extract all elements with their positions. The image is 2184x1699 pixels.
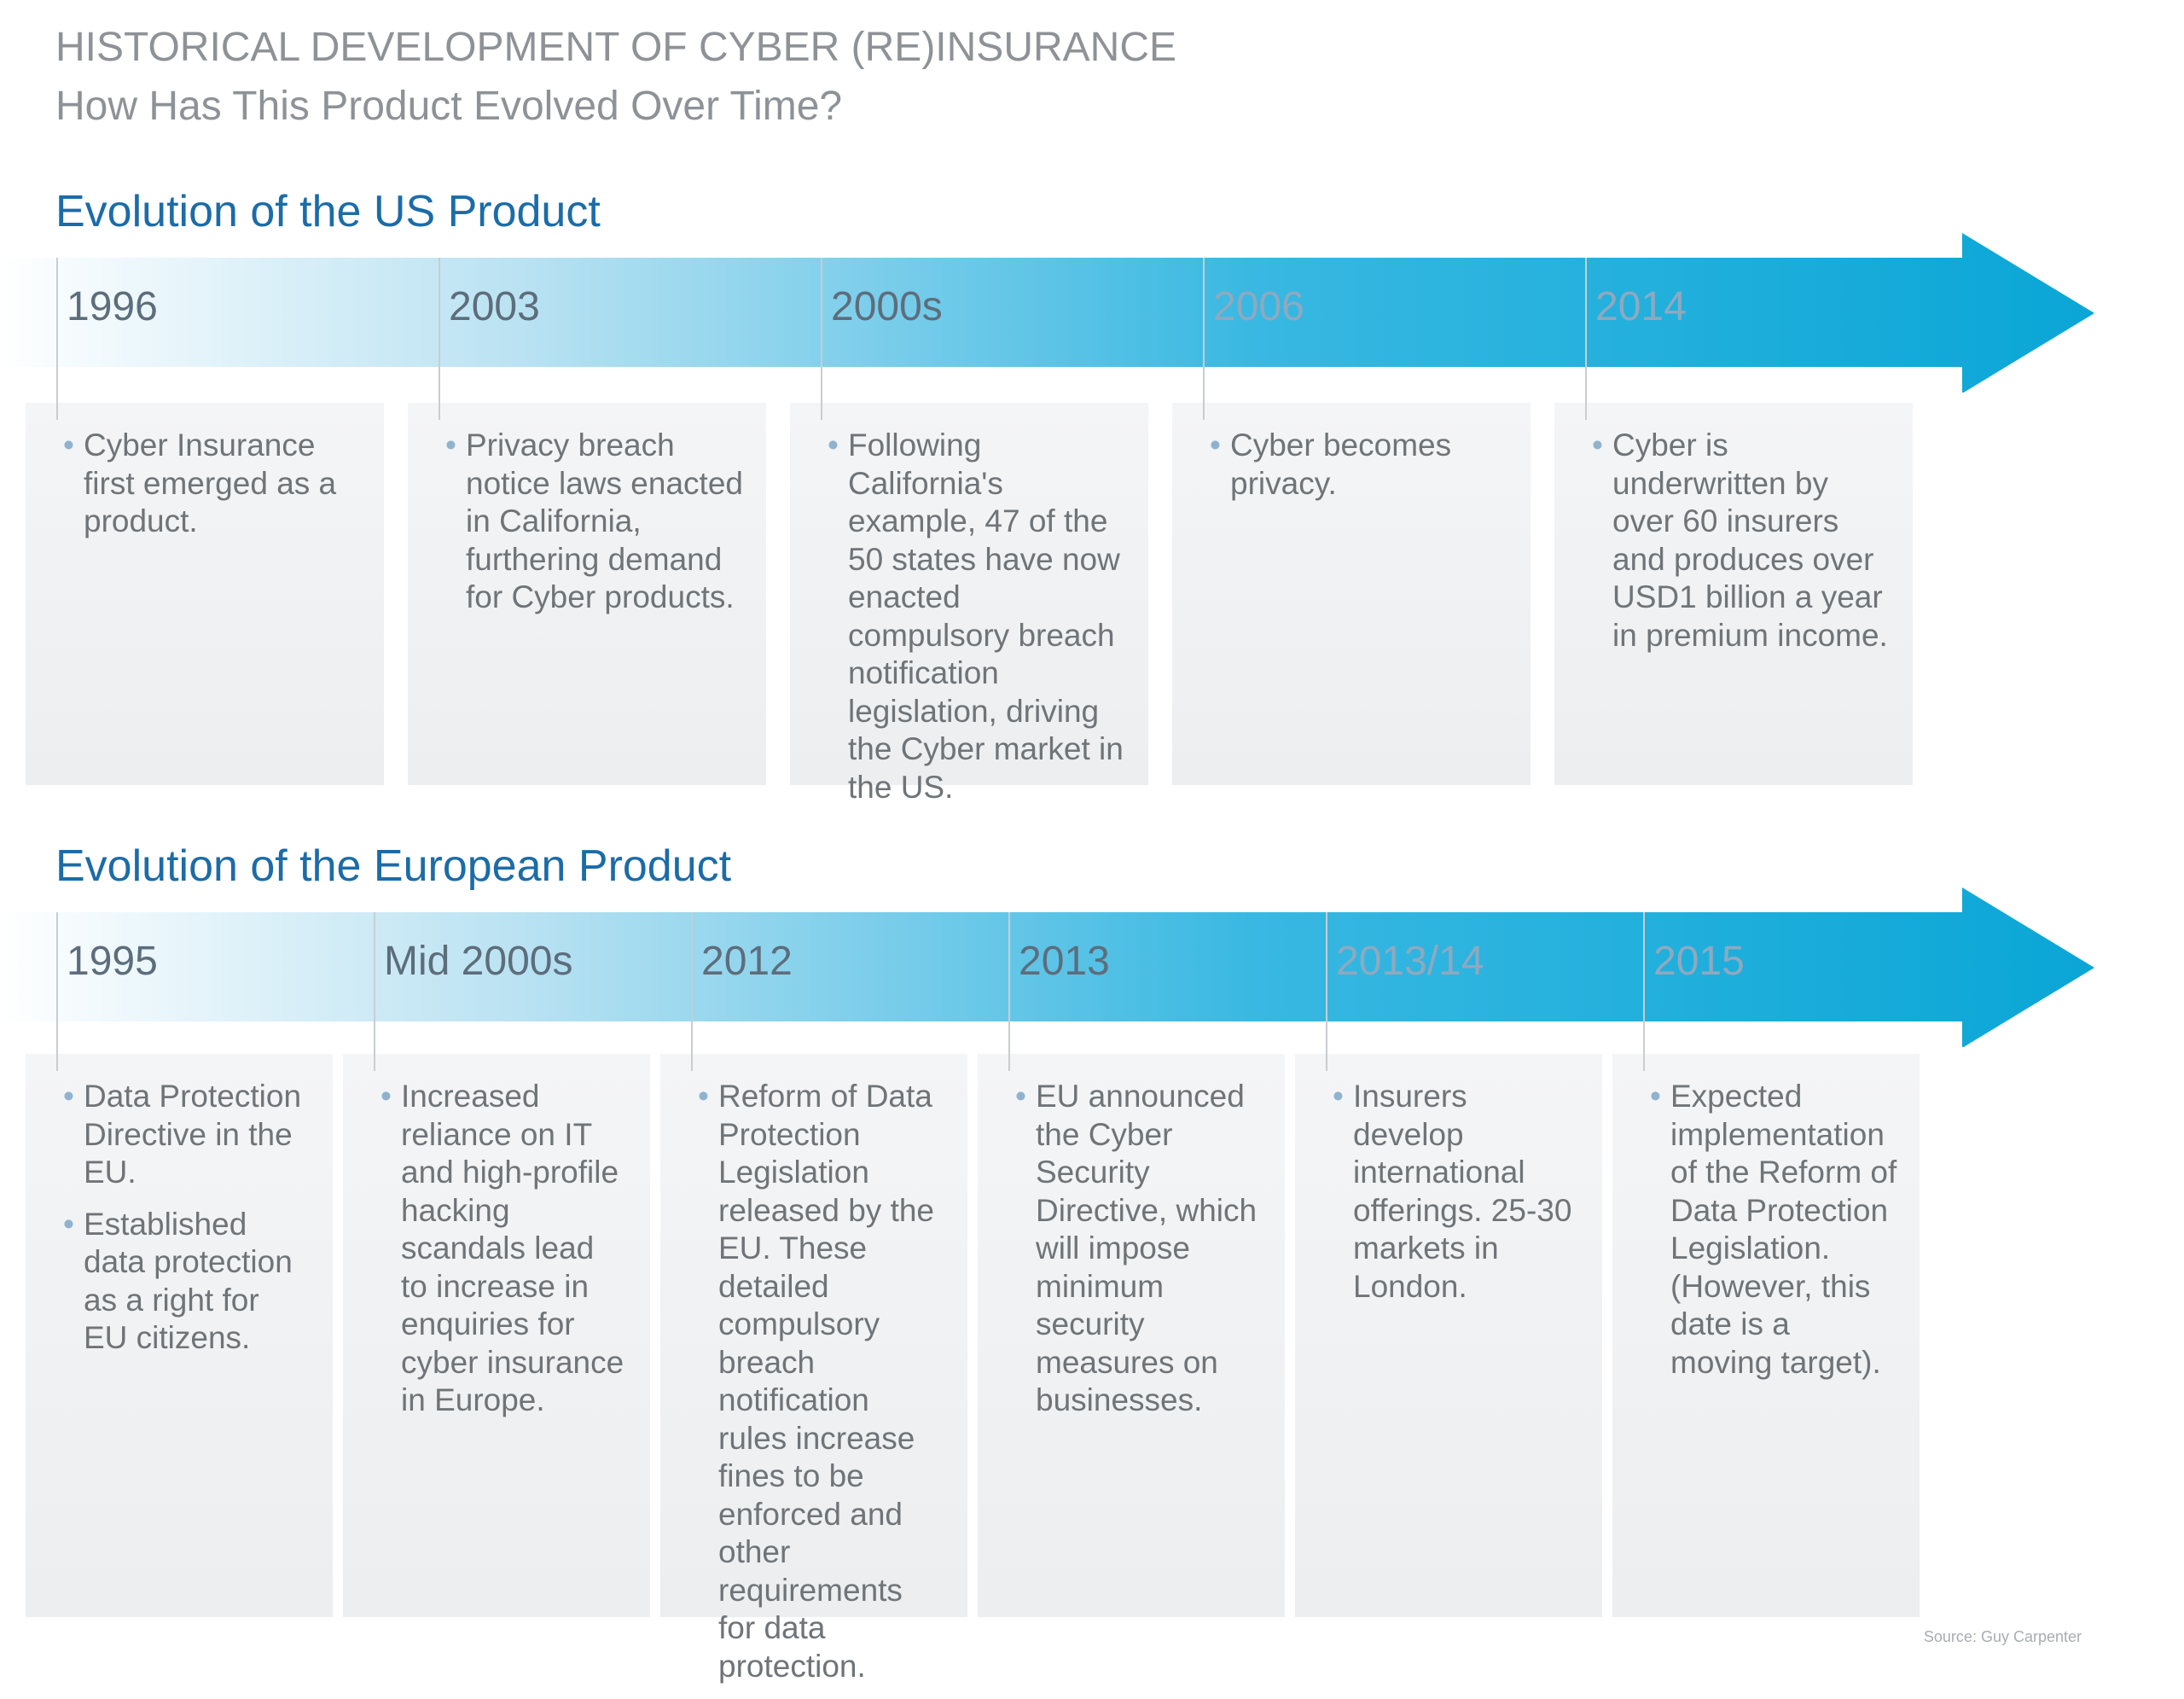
timeline-bullet-item: Insurers develop international offerings… (1333, 1078, 1580, 1306)
timeline-year: 2006 (1213, 284, 1304, 329)
timeline-bullet-item: Following California's example, 47 of th… (828, 427, 1126, 806)
timeline-year: 2013 (1019, 939, 1110, 984)
timeline-divider (1643, 912, 1645, 1071)
timeline-year: 1996 (67, 284, 158, 329)
timeline-bullet-item: Cyber Insurance first emerged as a produ… (63, 427, 362, 541)
source-credit: Source: Guy Carpenter (1923, 1628, 2082, 1645)
timeline-bullets: Following California's example, 47 of th… (828, 427, 1126, 820)
us-timeline-arrow (0, 233, 2094, 393)
timeline-divider (1585, 258, 1587, 420)
timeline-bullets: Data Protection Directive in the EU. Esta… (63, 1078, 311, 1371)
timeline-divider (691, 912, 693, 1071)
timeline-year: 2015 (1653, 939, 1745, 984)
timeline-bullets: EU announced the Cyber Security Directiv… (1015, 1078, 1263, 1434)
timeline-year: 2012 (701, 939, 793, 984)
page-subtitle: How Has This Product Evolved Over Time? (55, 84, 843, 129)
us-section-heading: Evolution of the US Product (55, 187, 601, 236)
us-timeline: 1996 Cyber Insurance first emerged as a p… (0, 230, 2184, 805)
timeline-bullet-item: Data Protection Directive in the EU. (63, 1078, 311, 1192)
timeline-year: 2003 (449, 284, 540, 329)
timeline-bullets: Increased reliance on IT and high-profil… (380, 1078, 628, 1434)
timeline-divider (821, 258, 822, 420)
timeline-bullet-item: Expected implementation of the Reform of… (1650, 1078, 1897, 1382)
timeline-bullets: Expected implementation of the Reform of… (1650, 1078, 1897, 1395)
timeline-bullet-item: Privacy breach notice laws enacted in Ca… (445, 427, 744, 617)
timeline-bullet-item: Cyber becomes privacy. (1210, 427, 1508, 503)
timeline-bullet-item: Cyber is underwritten by over 60 insurer… (1592, 427, 1891, 655)
timeline-bullets: Privacy breach notice laws enacted in Ca… (445, 427, 744, 631)
timeline-year: 2013/14 (1336, 939, 1484, 984)
timeline-divider (56, 258, 58, 420)
timeline-year: Mid 2000s (384, 939, 573, 984)
timeline-year: 1995 (67, 939, 158, 984)
timeline-divider (1008, 912, 1010, 1071)
timeline-bullet-item: Reform of Data Protection Legislation re… (698, 1078, 945, 1685)
timeline-bullets: Insurers develop international offerings… (1333, 1078, 1580, 1319)
timeline-year: 2000s (831, 284, 943, 329)
timeline-divider (439, 258, 440, 420)
timeline-divider (1203, 258, 1205, 420)
timeline-bullets: Reform of Data Protection Legislation re… (698, 1078, 945, 1699)
eu-timeline: 1995 Data Protection Directive in the EU.… (0, 885, 2184, 1684)
timeline-bullet-item: Increased reliance on IT and high-profil… (380, 1078, 628, 1420)
timeline-divider (56, 912, 58, 1071)
eu-timeline-arrow (0, 887, 2094, 1047)
eu-section-heading: Evolution of the European Product (55, 841, 732, 891)
timeline-bullet-item: EU announced the Cyber Security Directiv… (1015, 1078, 1263, 1420)
timeline-bullets: Cyber is underwritten by over 60 insurer… (1592, 427, 1891, 668)
timeline-bullets: Cyber Insurance first emerged as a produ… (63, 427, 362, 555)
timeline-year: 2014 (1595, 284, 1687, 329)
timeline-divider (1326, 912, 1327, 1071)
timeline-bullets: Cyber becomes privacy. (1210, 427, 1508, 516)
timeline-bullet-item: Established data protection as a right f… (63, 1206, 311, 1358)
page-title: HISTORICAL DEVELOPMENT OF CYBER (RE)INSU… (55, 25, 1176, 70)
timeline-divider (374, 912, 375, 1071)
